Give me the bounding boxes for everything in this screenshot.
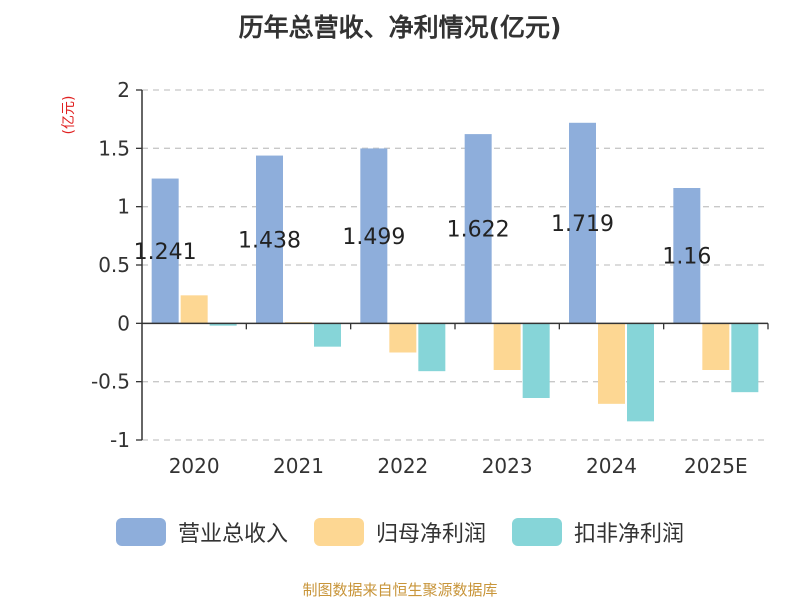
y-tick-label: 1.5	[98, 136, 130, 160]
legend-swatch-net-profit	[313, 518, 364, 546]
legend-item-deducted-profit[interactable]: 扣非净利润	[512, 516, 684, 548]
legend-swatch-deducted-profit	[512, 518, 562, 546]
bar-revenue	[673, 188, 701, 324]
legend-item-net-profit[interactable]: 归母净利润	[313, 516, 486, 548]
data-label: 1.16	[662, 245, 711, 270]
legend: 营业总收入 归母净利润 扣非净利润	[0, 516, 800, 548]
x-tick-label: 2025E	[684, 454, 748, 478]
y-tick-label: 0.5	[98, 253, 130, 277]
bar-net-profit	[389, 323, 417, 353]
data-label: 1.499	[342, 225, 405, 250]
y-tick-label: -0.5	[91, 370, 130, 394]
data-source-note: 制图数据来自恒生聚源数据库	[302, 581, 498, 599]
data-label: 1.622	[447, 218, 510, 243]
bar-deducted-profit	[418, 323, 446, 372]
legend-label-revenue: 营业总收入	[177, 522, 288, 547]
bar-net-profit	[598, 323, 625, 404]
bar-deducted-profit	[627, 323, 654, 422]
bar-revenue	[464, 134, 492, 324]
y-tick-label: 0	[117, 311, 130, 335]
bar-revenue	[360, 148, 388, 324]
legend-item-revenue[interactable]: 营业总收入	[115, 516, 288, 548]
data-label: 1.241	[134, 240, 197, 265]
data-label: 1.719	[551, 212, 614, 237]
y-tick-label: 2	[117, 78, 130, 102]
chart-title: 历年总营收、净利情况(亿元)	[238, 13, 562, 42]
data-label: 1.438	[238, 228, 301, 253]
bar-deducted-profit	[522, 323, 550, 398]
bar-net-profit	[493, 323, 521, 370]
x-tick-label: 2021	[273, 454, 324, 478]
bar-deducted-profit	[314, 323, 341, 347]
y-tick-label: -1	[110, 428, 130, 452]
x-tick-label: 2020	[169, 454, 220, 478]
x-tick-label: 2022	[377, 454, 428, 478]
legend-swatch-revenue	[115, 518, 166, 546]
bar-net-profit	[702, 323, 730, 370]
bar-net-profit	[180, 295, 208, 324]
bar-revenue	[569, 122, 596, 324]
bar-deducted-profit	[209, 323, 237, 326]
bar-revenue	[256, 155, 283, 324]
bar-deducted-profit	[731, 323, 759, 393]
legend-label-net-profit: 归母净利润	[375, 522, 486, 547]
bar-revenue	[151, 178, 179, 324]
y-tick-label: 1	[117, 195, 130, 219]
legend-label-deducted-profit: 扣非净利润	[574, 522, 685, 547]
x-tick-label: 2023	[482, 454, 533, 478]
x-tick-label: 2024	[586, 454, 637, 478]
